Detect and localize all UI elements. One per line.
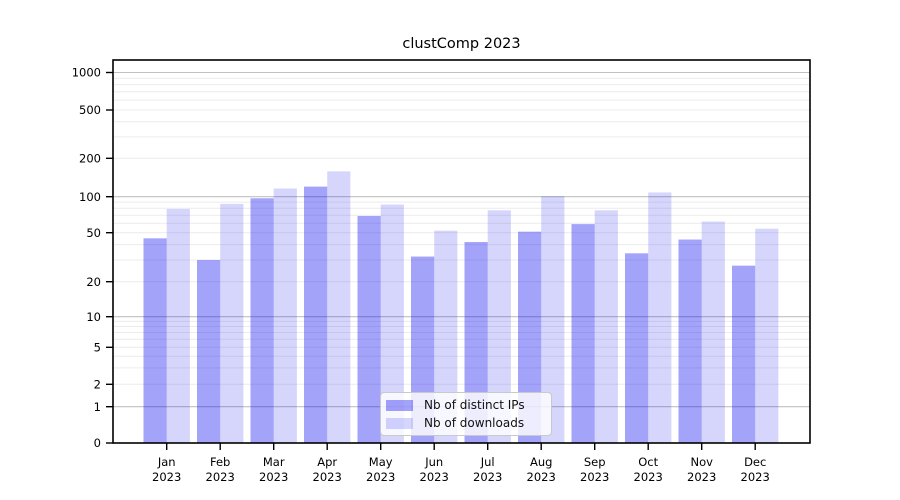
- legend: Nb of distinct IPs Nb of downloads: [380, 392, 552, 436]
- axes-spines: [112, 59, 811, 444]
- y-tick-label: 100: [79, 190, 101, 204]
- bar-distinct-ips-dec: [732, 265, 756, 443]
- bar-downloads-nov: [701, 221, 725, 443]
- x-tick-label-month: Aug: [530, 455, 552, 469]
- x-tick-label-year: 2023: [259, 470, 288, 484]
- x-tick-label-year: 2023: [741, 470, 770, 484]
- bar-downloads-oct: [648, 192, 672, 443]
- x-tick-label-year: 2023: [206, 470, 235, 484]
- y-tick-label: 500: [79, 103, 101, 117]
- bar-downloads-jan: [166, 208, 190, 443]
- legend-swatch-distinct-ips: [386, 399, 413, 411]
- x-tick-label-year: 2023: [687, 470, 716, 484]
- x-tick-label-year: 2023: [366, 470, 395, 484]
- bar-distinct-ips-aug: [518, 231, 542, 443]
- bar-distinct-ips-oct: [625, 253, 649, 443]
- bar-distinct-ips-nov: [678, 239, 702, 443]
- x-tick-label-month: Jan: [157, 455, 176, 469]
- legend-item-downloads: Nb of downloads: [386, 415, 543, 431]
- bar-distinct-ips-mar: [250, 198, 274, 443]
- legend-label-distinct-ips: Nb of distinct IPs: [424, 398, 525, 412]
- bar-distinct-ips-jan: [143, 238, 167, 443]
- x-tick-label-year: 2023: [420, 470, 449, 484]
- x-tick-label-month: May: [369, 455, 393, 469]
- y-tick-label: 2: [94, 378, 101, 392]
- bar-downloads-dec: [755, 228, 779, 443]
- x-tick-label-month: Oct: [638, 455, 658, 469]
- bar-distinct-ips-may: [357, 215, 381, 443]
- x-tick-label-year: 2023: [634, 470, 663, 484]
- bar-downloads-jul: [487, 210, 511, 443]
- y-tick-label: 50: [86, 226, 101, 240]
- bar-downloads-feb: [220, 203, 244, 443]
- bar-distinct-ips-feb: [197, 260, 221, 443]
- x-tick-label-year: 2023: [580, 470, 609, 484]
- bar-downloads-aug: [541, 196, 565, 443]
- x-tick-label-month: Dec: [744, 455, 766, 469]
- chart-title: clustComp 2023: [402, 36, 521, 52]
- bar-distinct-ips-apr: [304, 186, 328, 443]
- x-tick-label-month: Nov: [690, 455, 713, 469]
- x-tick-label-month: Jun: [424, 455, 443, 469]
- y-tick-label: 1000: [72, 66, 101, 80]
- bar-downloads-jun: [434, 230, 458, 443]
- bar-downloads-may: [380, 204, 404, 443]
- y-tick-label: 200: [79, 152, 101, 166]
- bar-distinct-ips-sep: [571, 224, 595, 443]
- bar-downloads-mar: [273, 188, 297, 443]
- x-tick-label-year: 2023: [152, 470, 181, 484]
- y-tick-label: 5: [94, 341, 101, 355]
- legend-label-downloads: Nb of downloads: [424, 416, 525, 430]
- x-tick-label-year: 2023: [527, 470, 556, 484]
- x-tick-label-month: Apr: [317, 455, 337, 469]
- x-tick-label-month: Jul: [480, 455, 495, 469]
- y-tick-label: 1: [94, 400, 101, 414]
- legend-item-distinct-ips: Nb of distinct IPs: [386, 397, 543, 413]
- legend-swatch-downloads: [386, 417, 413, 429]
- x-tick-label-month: Sep: [584, 455, 606, 469]
- y-tick-label: 20: [86, 275, 101, 289]
- bar-downloads-apr: [327, 171, 351, 444]
- x-tick-label-year: 2023: [313, 470, 342, 484]
- x-tick-label-year: 2023: [473, 470, 502, 484]
- y-tick-label: 0: [94, 436, 101, 450]
- x-tick-label-month: Feb: [210, 455, 230, 469]
- x-tick-label-month: Mar: [263, 455, 285, 469]
- bar-downloads-sep: [594, 210, 618, 443]
- y-tick-label: 10: [86, 310, 101, 324]
